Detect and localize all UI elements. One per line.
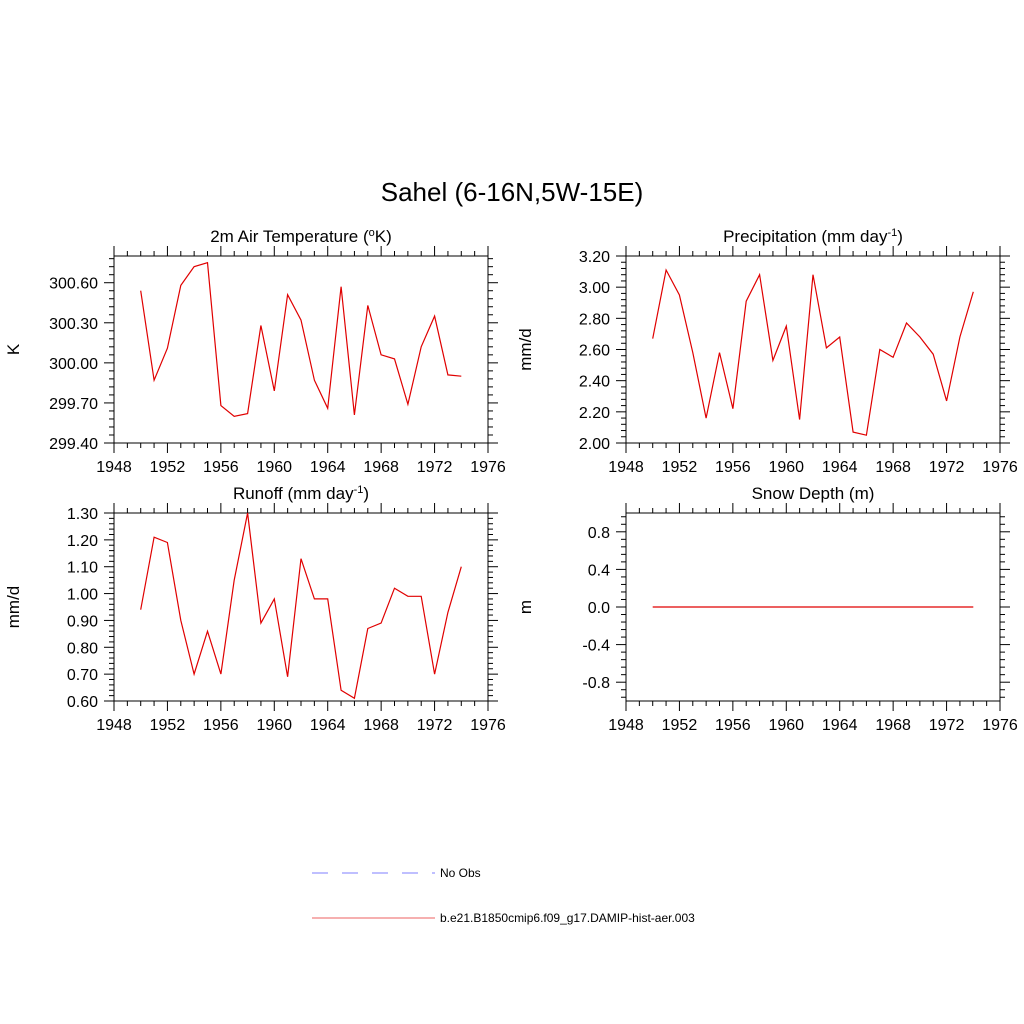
x-tick-label: 1960 [256, 717, 292, 734]
x-tick-label: 1956 [715, 717, 751, 734]
y-tick-label: 2.80 [579, 311, 610, 328]
panel-title-main: Snow Depth (m) [752, 484, 875, 503]
x-tick-label: 1952 [662, 459, 698, 476]
x-tick-label: 1948 [96, 717, 132, 734]
figure-title: Sahel (6-16N,5W-15E) [381, 177, 644, 207]
x-tick-label: 1948 [96, 459, 132, 476]
panel-title-superscript: -1 [354, 484, 364, 496]
y-tick-label: -0.8 [582, 675, 610, 692]
panel-title-main: 2m Air Temperature ( [210, 227, 369, 246]
x-tick-label: 1960 [256, 459, 292, 476]
y-tick-label: 2.00 [579, 436, 610, 453]
y-tick-label: 0.80 [67, 640, 98, 657]
y-tick-label: 1.30 [67, 506, 98, 523]
panel-1: 2m Air Temperature (oK) K 1948 1952 1956 1960… [4, 227, 506, 476]
x-tick-label: 1952 [662, 717, 698, 734]
y-tick-label: 0.8 [588, 525, 610, 542]
x-tick-label: 1972 [929, 459, 965, 476]
panel-title: Runoff (mm day-1) [233, 484, 369, 503]
panel-2: Precipitation (mm day-1) mm/d 1948 1952 1956… [516, 227, 1018, 476]
x-tick-label: 1976 [982, 717, 1018, 734]
y-tick-label: 0.60 [67, 694, 98, 711]
legend-label: b.e21.B1850cmip6.f09_g17.DAMIP-hist-aer.… [440, 911, 695, 925]
y-tick-label: -0.4 [582, 638, 610, 655]
x-tick-label: 1972 [417, 717, 453, 734]
y-tick-label: 300.60 [49, 276, 98, 293]
y-tick-label: 299.40 [49, 436, 98, 453]
x-tick-label: 1968 [875, 459, 911, 476]
y-tick-label: 2.60 [579, 343, 610, 360]
x-tick-label: 1960 [768, 459, 804, 476]
x-tick-label: 1964 [822, 717, 858, 734]
panel-title-end: K) [375, 227, 392, 246]
y-tick-label: 3.20 [579, 249, 610, 266]
x-tick-label: 1976 [982, 459, 1018, 476]
y-tick-label: 1.00 [67, 587, 98, 604]
panel-title-superscript: o [369, 227, 375, 239]
x-tick-label: 1960 [768, 717, 804, 734]
plot-frame [113, 255, 489, 444]
y-tick-label: 0.4 [588, 562, 610, 579]
legend: No Obs b.e21.B1850cmip6.f09_g17.DAMIP-his… [312, 866, 695, 925]
plot-frame [625, 255, 1001, 444]
legend-label: No Obs [440, 866, 481, 880]
x-tick-label: 1964 [822, 459, 858, 476]
panel-3: Runoff (mm day-1) mm/d 1948 1952 1956 1960 196… [4, 484, 506, 734]
series-line [652, 268, 974, 436]
plot-frame [113, 512, 489, 702]
series-line [140, 512, 462, 700]
y-tick-label: 300.00 [49, 356, 98, 373]
panel-title-end: ) [363, 484, 369, 503]
x-tick-label: 1948 [608, 717, 644, 734]
x-tick-label: 1956 [203, 459, 239, 476]
panel-title-superscript: -1 [887, 227, 897, 239]
x-tick-label: 1972 [929, 717, 965, 734]
x-tick-label: 1968 [363, 459, 399, 476]
x-tick-label: 1956 [203, 717, 239, 734]
y-tick-label: 300.30 [49, 316, 98, 333]
y-tick-label: 0.0 [588, 600, 610, 617]
panel-title: 2m Air Temperature (oK) [210, 227, 392, 246]
x-tick-label: 1972 [417, 459, 453, 476]
y-tick-label: 299.70 [49, 396, 98, 413]
y-tick-label: 3.00 [579, 280, 610, 297]
x-tick-label: 1956 [715, 459, 751, 476]
panel-title: Snow Depth (m) [752, 484, 875, 503]
y-tick-label: 0.70 [67, 667, 98, 684]
x-tick-label: 1968 [875, 717, 911, 734]
panel-title-end: ) [897, 227, 903, 246]
y-axis-label: mm/d [4, 586, 23, 629]
y-tick-label: 1.10 [67, 560, 98, 577]
panel-4: Snow Depth (m) m 1948 1952 1956 1960 1964 1968 1… [516, 484, 1018, 734]
y-tick-label: 0.90 [67, 613, 98, 630]
x-tick-label: 1976 [470, 717, 506, 734]
x-tick-label: 1948 [608, 459, 644, 476]
x-tick-label: 1952 [150, 459, 186, 476]
x-tick-label: 1968 [363, 717, 399, 734]
panel-title: Precipitation (mm day-1) [723, 227, 903, 246]
panel-title-main: Runoff (mm day [233, 484, 354, 503]
x-tick-label: 1976 [470, 459, 506, 476]
y-tick-label: 2.20 [579, 405, 610, 422]
y-axis-label: K [4, 343, 23, 355]
x-tick-label: 1964 [310, 459, 346, 476]
y-axis-label: m [516, 600, 535, 614]
panels: 2m Air Temperature (oK) K 1948 1952 1956 1960… [4, 227, 1018, 734]
y-axis-label: mm/d [516, 328, 535, 371]
y-tick-label: 2.40 [579, 374, 610, 391]
y-tick-label: 1.20 [67, 533, 98, 550]
x-tick-label: 1952 [150, 717, 186, 734]
series-line [140, 261, 462, 417]
x-tick-label: 1964 [310, 717, 346, 734]
panel-title-main: Precipitation (mm day [723, 227, 888, 246]
